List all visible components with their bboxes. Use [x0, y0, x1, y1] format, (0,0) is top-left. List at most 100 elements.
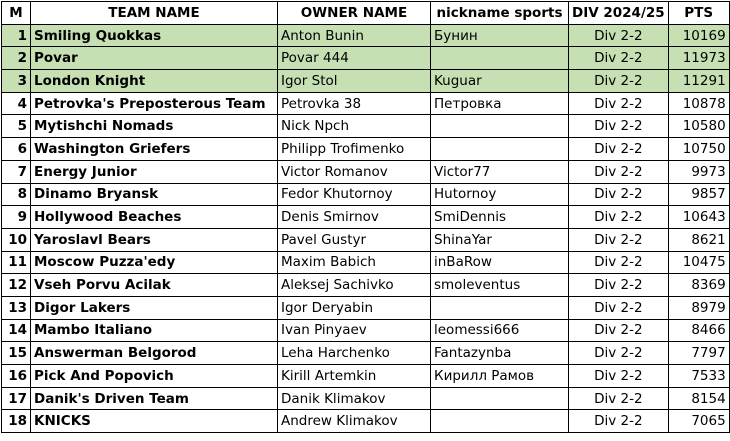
- division-cell[interactable]: Div 2-2: [568, 386, 669, 411]
- division-cell[interactable]: Div 2-2: [568, 295, 669, 320]
- owner-name-cell[interactable]: Aleksej Sachivko: [277, 273, 431, 297]
- rank-cell[interactable]: 10: [1, 227, 31, 252]
- nickname-cell[interactable]: smoleventus: [430, 273, 569, 297]
- points-cell[interactable]: 10878: [667, 91, 730, 116]
- team-name-cell[interactable]: Pick And Popovich: [30, 364, 278, 388]
- owner-name-cell[interactable]: Nick Npch: [277, 114, 431, 139]
- division-cell[interactable]: Div 2-2: [568, 159, 669, 184]
- team-name-cell[interactable]: KNICKS: [30, 409, 278, 434]
- header-m[interactable]: M: [1, 1, 31, 25]
- nickname-cell[interactable]: leomessi666: [430, 318, 569, 343]
- points-cell[interactable]: 9973: [667, 159, 730, 184]
- rank-cell[interactable]: 11: [1, 250, 31, 275]
- team-name-cell[interactable]: Povar: [30, 46, 278, 71]
- nickname-cell[interactable]: [430, 46, 569, 71]
- team-name-cell[interactable]: Moscow Puzza'edy: [30, 250, 278, 275]
- rank-cell[interactable]: 17: [1, 386, 31, 411]
- division-cell[interactable]: Div 2-2: [568, 273, 669, 297]
- nickname-cell[interactable]: [430, 295, 569, 320]
- owner-name-cell[interactable]: Igor Deryabin: [277, 295, 431, 320]
- rank-cell[interactable]: 6: [1, 137, 31, 161]
- owner-name-cell[interactable]: Leha Harchenko: [277, 341, 431, 365]
- nickname-cell[interactable]: Бунин: [430, 23, 569, 48]
- points-cell[interactable]: 8154: [667, 386, 730, 411]
- division-cell[interactable]: Div 2-2: [568, 91, 669, 116]
- owner-name-cell[interactable]: Igor Stol: [277, 69, 431, 93]
- owner-name-cell[interactable]: Philipp Trofimenko: [277, 137, 431, 161]
- division-cell[interactable]: Div 2-2: [568, 250, 669, 275]
- division-cell[interactable]: Div 2-2: [568, 23, 669, 48]
- rank-cell[interactable]: 7: [1, 159, 31, 184]
- owner-name-cell[interactable]: Denis Smirnov: [277, 205, 431, 229]
- team-name-cell[interactable]: Energy Junior: [30, 159, 278, 184]
- division-cell[interactable]: Div 2-2: [568, 182, 669, 207]
- nickname-cell[interactable]: Hutornoy: [430, 182, 569, 207]
- division-cell[interactable]: Div 2-2: [568, 205, 669, 229]
- points-cell[interactable]: 10643: [667, 205, 730, 229]
- owner-name-cell[interactable]: Petrovka 38: [277, 91, 431, 116]
- nickname-cell[interactable]: Fantazynba: [430, 341, 569, 365]
- rank-cell[interactable]: 5: [1, 114, 31, 139]
- team-name-cell[interactable]: Mambo Italiano: [30, 318, 278, 343]
- header-owner-name[interactable]: OWNER NAME: [277, 1, 431, 25]
- team-name-cell[interactable]: Danik's Driven Team: [30, 386, 278, 411]
- points-cell[interactable]: 8369: [667, 273, 730, 297]
- nickname-cell[interactable]: [430, 409, 569, 434]
- points-cell[interactable]: 7533: [667, 364, 730, 388]
- nickname-cell[interactable]: ShinaYar: [430, 227, 569, 252]
- team-name-cell[interactable]: Mytishchi Nomads: [30, 114, 278, 139]
- points-cell[interactable]: 10750: [667, 137, 730, 161]
- team-name-cell[interactable]: Petrovka's Preposterous Team: [30, 91, 278, 116]
- nickname-cell[interactable]: [430, 386, 569, 411]
- nickname-cell[interactable]: Victor77: [430, 159, 569, 184]
- owner-name-cell[interactable]: Andrew Klimakov: [277, 409, 431, 434]
- owner-name-cell[interactable]: Povar 444: [277, 46, 431, 71]
- rank-cell[interactable]: 4: [1, 91, 31, 116]
- division-cell[interactable]: Div 2-2: [568, 114, 669, 139]
- points-cell[interactable]: 8621: [667, 227, 730, 252]
- nickname-cell[interactable]: inBaRow: [430, 250, 569, 275]
- team-name-cell[interactable]: Smiling Quokkas: [30, 23, 278, 48]
- header-points[interactable]: PTS: [667, 1, 730, 25]
- header-division[interactable]: DIV 2024/25: [568, 1, 669, 25]
- division-cell[interactable]: Div 2-2: [568, 341, 669, 365]
- rank-cell[interactable]: 16: [1, 364, 31, 388]
- points-cell[interactable]: 9857: [667, 182, 730, 207]
- nickname-cell[interactable]: SmiDennis: [430, 205, 569, 229]
- points-cell[interactable]: 10580: [667, 114, 730, 139]
- rank-cell[interactable]: 18: [1, 409, 31, 434]
- points-cell[interactable]: 8979: [667, 295, 730, 320]
- team-name-cell[interactable]: Washington Griefers: [30, 137, 278, 161]
- owner-name-cell[interactable]: Maxim Babich: [277, 250, 431, 275]
- nickname-cell[interactable]: Kuguar: [430, 69, 569, 93]
- team-name-cell[interactable]: London Knight: [30, 69, 278, 93]
- header-team-name[interactable]: TEAM NAME: [30, 1, 278, 25]
- rank-cell[interactable]: 1: [1, 23, 31, 48]
- division-cell[interactable]: Div 2-2: [568, 227, 669, 252]
- points-cell[interactable]: 10475: [667, 250, 730, 275]
- owner-name-cell[interactable]: Ivan Pinyaev: [277, 318, 431, 343]
- owner-name-cell[interactable]: Victor Romanov: [277, 159, 431, 184]
- rank-cell[interactable]: 12: [1, 273, 31, 297]
- nickname-cell[interactable]: Петровка: [430, 91, 569, 116]
- rank-cell[interactable]: 15: [1, 341, 31, 365]
- owner-name-cell[interactable]: Kirill Artemkin: [277, 364, 431, 388]
- rank-cell[interactable]: 9: [1, 205, 31, 229]
- points-cell[interactable]: 11291: [667, 69, 730, 93]
- nickname-cell[interactable]: [430, 137, 569, 161]
- nickname-cell[interactable]: [430, 114, 569, 139]
- team-name-cell[interactable]: Digor Lakers: [30, 295, 278, 320]
- division-cell[interactable]: Div 2-2: [568, 409, 669, 434]
- owner-name-cell[interactable]: Pavel Gustyr: [277, 227, 431, 252]
- nickname-cell[interactable]: Кирилл Рамов: [430, 364, 569, 388]
- division-cell[interactable]: Div 2-2: [568, 318, 669, 343]
- owner-name-cell[interactable]: Danik Klimakov: [277, 386, 431, 411]
- rank-cell[interactable]: 8: [1, 182, 31, 207]
- header-nickname[interactable]: nickname sports: [430, 1, 569, 25]
- team-name-cell[interactable]: Vseh Porvu Acilak: [30, 273, 278, 297]
- points-cell[interactable]: 10169: [667, 23, 730, 48]
- owner-name-cell[interactable]: Anton Bunin: [277, 23, 431, 48]
- owner-name-cell[interactable]: Fedor Khutornoy: [277, 182, 431, 207]
- rank-cell[interactable]: 14: [1, 318, 31, 343]
- team-name-cell[interactable]: Yaroslavl Bears: [30, 227, 278, 252]
